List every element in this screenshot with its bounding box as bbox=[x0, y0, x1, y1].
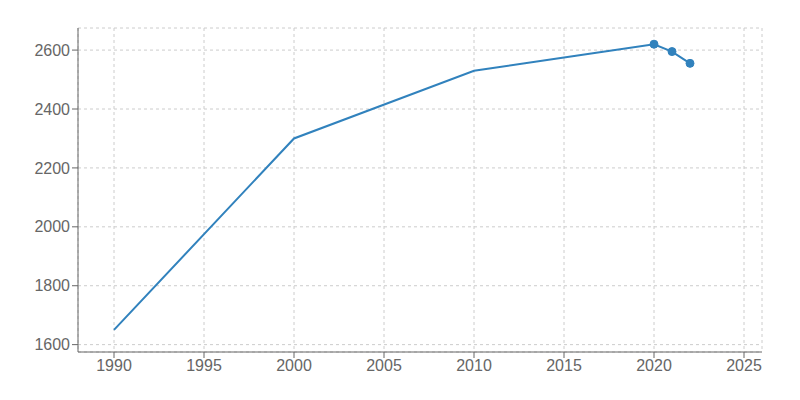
svg-text:1990: 1990 bbox=[96, 357, 132, 374]
svg-text:2010: 2010 bbox=[456, 357, 492, 374]
svg-text:2025: 2025 bbox=[726, 357, 762, 374]
svg-text:2020: 2020 bbox=[636, 357, 672, 374]
svg-text:2015: 2015 bbox=[546, 357, 582, 374]
svg-text:1600: 1600 bbox=[34, 336, 70, 353]
svg-text:2005: 2005 bbox=[366, 357, 402, 374]
svg-text:2400: 2400 bbox=[34, 101, 70, 118]
svg-text:1800: 1800 bbox=[34, 277, 70, 294]
svg-text:2000: 2000 bbox=[276, 357, 312, 374]
svg-text:2600: 2600 bbox=[34, 42, 70, 59]
svg-text:2000: 2000 bbox=[34, 218, 70, 235]
svg-text:1995: 1995 bbox=[186, 357, 222, 374]
svg-text:2200: 2200 bbox=[34, 160, 70, 177]
